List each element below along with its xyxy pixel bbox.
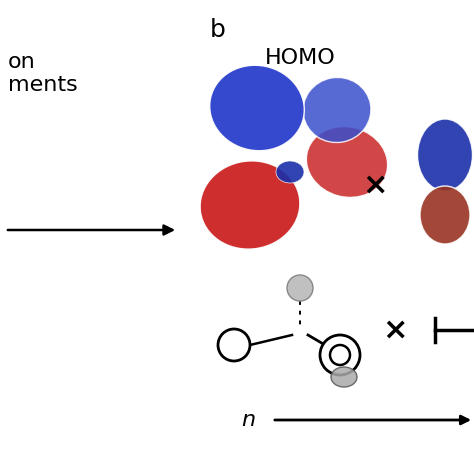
Circle shape	[320, 335, 360, 375]
Ellipse shape	[210, 65, 304, 151]
Text: ×: ×	[382, 316, 408, 345]
Circle shape	[218, 329, 250, 361]
Text: n: n	[241, 410, 255, 430]
Ellipse shape	[420, 186, 470, 244]
Text: on: on	[8, 52, 36, 72]
Text: ments: ments	[8, 75, 78, 95]
Text: b: b	[210, 18, 226, 42]
Text: HOMO: HOMO	[264, 48, 336, 68]
Ellipse shape	[306, 127, 388, 198]
Ellipse shape	[276, 161, 304, 183]
Ellipse shape	[418, 119, 473, 191]
Circle shape	[330, 345, 350, 365]
Text: ×: ×	[362, 171, 388, 200]
Ellipse shape	[200, 161, 300, 249]
Circle shape	[287, 275, 313, 301]
Ellipse shape	[303, 77, 371, 143]
Ellipse shape	[331, 367, 357, 387]
